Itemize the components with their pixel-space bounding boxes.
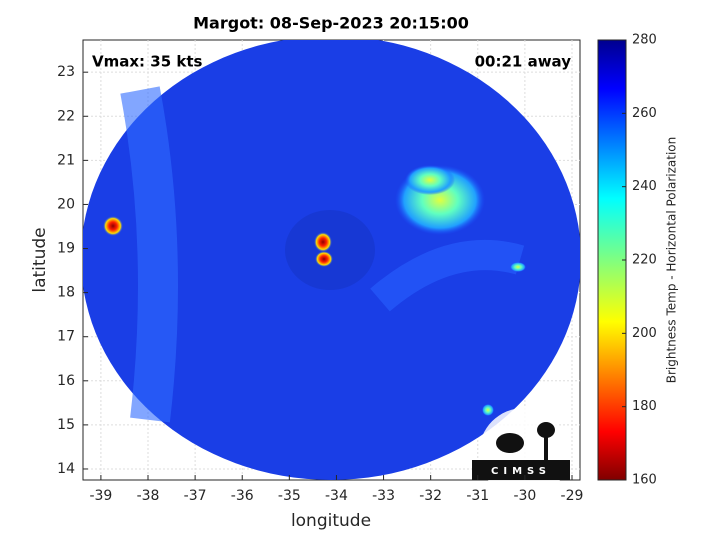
x-tick-label: -32 xyxy=(419,488,442,504)
colorbar-tick-label: 180 xyxy=(632,399,657,414)
x-tick-label: -35 xyxy=(278,488,301,504)
colorbar-tick-label: 260 xyxy=(632,106,657,121)
y-tick-label: 23 xyxy=(57,64,75,80)
satellite-image xyxy=(83,40,580,480)
colorbar-tick-label: 240 xyxy=(632,179,657,194)
x-tick-label: -34 xyxy=(325,488,348,504)
x-tick-label: -39 xyxy=(89,488,112,504)
y-tick-label: 14 xyxy=(57,461,75,477)
colorbar xyxy=(597,39,627,481)
y-tick-label: 15 xyxy=(57,417,75,433)
y-tick-label: 17 xyxy=(57,329,75,345)
colorbar-tick-label: 200 xyxy=(632,326,657,341)
annotation: 00:21 away xyxy=(475,53,572,71)
x-tick-label: -30 xyxy=(513,488,536,504)
y-tick-label: 19 xyxy=(57,241,75,257)
logo: CIMSS xyxy=(472,408,570,498)
colorbar-tick-label: 280 xyxy=(632,33,657,48)
colorbar-label: Brightness Temp - Horizontal Polarizatio… xyxy=(665,137,679,384)
x-tick-label: -38 xyxy=(137,488,160,504)
x-tick-label: -33 xyxy=(372,488,395,504)
x-tick-label: -37 xyxy=(184,488,207,504)
y-tick-label: 20 xyxy=(57,196,75,212)
y-axis-label: latitude xyxy=(30,227,50,292)
y-tick-label: 18 xyxy=(57,285,75,301)
x-tick-label: -31 xyxy=(466,488,489,504)
y-tick-label: 21 xyxy=(57,152,75,168)
colorbar-tick-label: 220 xyxy=(632,253,657,268)
x-axis-label: longitude xyxy=(291,511,371,531)
x-tick-label: -29 xyxy=(561,488,584,504)
y-tick-label: 16 xyxy=(57,373,75,389)
colorbar-tick-label: 160 xyxy=(632,473,657,488)
logo-text: CIMSS xyxy=(491,466,551,477)
y-tick-label: 22 xyxy=(57,108,75,124)
annotation: Vmax: 35 kts xyxy=(92,53,202,71)
x-tick-label: -36 xyxy=(231,488,254,504)
chart-title: Margot: 08-Sep-2023 20:15:00 xyxy=(193,14,469,33)
